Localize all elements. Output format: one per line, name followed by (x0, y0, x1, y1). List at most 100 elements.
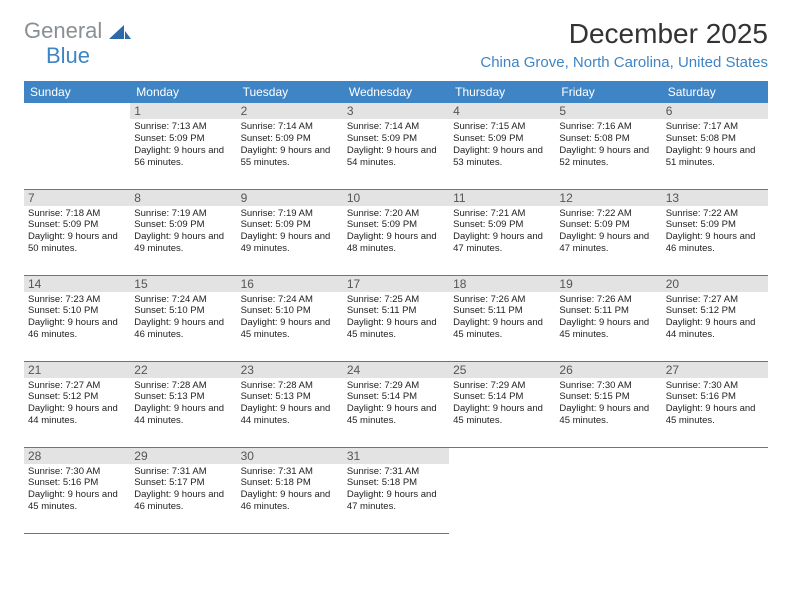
day-number: 16 (237, 276, 343, 292)
day-number: 18 (449, 276, 555, 292)
day-details: Sunrise: 7:14 AMSunset: 5:09 PMDaylight:… (241, 121, 339, 169)
calendar-table: SundayMondayTuesdayWednesdayThursdayFrid… (24, 81, 768, 534)
day-details: Sunrise: 7:30 AMSunset: 5:16 PMDaylight:… (666, 380, 764, 428)
day-details: Sunrise: 7:17 AMSunset: 5:08 PMDaylight:… (666, 121, 764, 169)
day-number: 1 (130, 103, 236, 119)
calendar-cell: 19 Sunrise: 7:26 AMSunset: 5:11 PMDayligh… (555, 275, 661, 361)
day-number: 7 (24, 190, 130, 206)
location-text: China Grove, North Carolina, United Stat… (480, 54, 768, 71)
calendar-cell: 21Sunrise: 7:27 AMSunset: 5:12 PMDayligh… (24, 361, 130, 447)
day-header: Saturday (662, 81, 768, 103)
day-details: Sunrise: 7:20 AMSunset: 5:09 PMDaylight:… (347, 208, 445, 256)
day-number: 31 (343, 448, 449, 464)
calendar-cell: 30 Sunrise: 7:31 AMSunset: 5:18 PMDayligh… (237, 447, 343, 533)
calendar-page: General Blue December 2025 China Grove, … (0, 0, 792, 552)
calendar-cell: 28 Sunrise: 7:30 AMSunset: 5:16 PMDayligh… (24, 447, 130, 533)
day-number: 20 (662, 276, 768, 292)
day-number: 19 (555, 276, 661, 292)
day-number: 14 (24, 276, 130, 292)
day-details: Sunrise: 7:29 AMSunset: 5:14 PMDaylight:… (453, 380, 551, 428)
day-details: Sunrise: 7:19 AMSunset: 5:09 PMDaylight:… (134, 208, 232, 256)
calendar-week: 21Sunrise: 7:27 AMSunset: 5:12 PMDayligh… (24, 361, 768, 447)
day-number: 3 (343, 103, 449, 119)
day-number: 30 (237, 448, 343, 464)
logo-word1: General (24, 18, 102, 43)
day-details: Sunrise: 7:30 AMSunset: 5:15 PMDaylight:… (559, 380, 657, 428)
calendar-cell: 2 Sunrise: 7:14 AMSunset: 5:09 PMDaylight… (237, 103, 343, 189)
day-details: Sunrise: 7:28 AMSunset: 5:13 PMDaylight:… (241, 380, 339, 428)
month-title: December 2025 (480, 18, 768, 50)
calendar-cell: 14 Sunrise: 7:23 AMSunset: 5:10 PMDayligh… (24, 275, 130, 361)
calendar-body: 1 Sunrise: 7:13 AMSunset: 5:09 PMDaylight… (24, 103, 768, 533)
day-details: Sunrise: 7:24 AMSunset: 5:10 PMDaylight:… (134, 294, 232, 342)
day-details: Sunrise: 7:24 AMSunset: 5:10 PMDaylight:… (241, 294, 339, 342)
day-header: Sunday (24, 81, 130, 103)
day-details: Sunrise: 7:26 AMSunset: 5:11 PMDaylight:… (453, 294, 551, 342)
calendar-cell: 8 Sunrise: 7:19 AMSunset: 5:09 PMDaylight… (130, 189, 236, 275)
day-details: Sunrise: 7:28 AMSunset: 5:13 PMDaylight:… (134, 380, 232, 428)
day-details: Sunrise: 7:14 AMSunset: 5:09 PMDaylight:… (347, 121, 445, 169)
day-details: Sunrise: 7:30 AMSunset: 5:16 PMDaylight:… (28, 466, 126, 514)
day-number: 10 (343, 190, 449, 206)
calendar-head: SundayMondayTuesdayWednesdayThursdayFrid… (24, 81, 768, 103)
day-details: Sunrise: 7:26 AMSunset: 5:11 PMDaylight:… (559, 294, 657, 342)
calendar-cell (555, 447, 661, 533)
calendar-cell: 17 Sunrise: 7:25 AMSunset: 5:11 PMDayligh… (343, 275, 449, 361)
calendar-cell: 3 Sunrise: 7:14 AMSunset: 5:09 PMDaylight… (343, 103, 449, 189)
calendar-cell (662, 447, 768, 533)
calendar-cell (449, 447, 555, 533)
day-details: Sunrise: 7:25 AMSunset: 5:11 PMDaylight:… (347, 294, 445, 342)
logo-word2: Blue (46, 43, 131, 69)
day-details: Sunrise: 7:27 AMSunset: 5:12 PMDaylight:… (666, 294, 764, 342)
day-header: Thursday (449, 81, 555, 103)
day-number: 25 (449, 362, 555, 378)
calendar-cell: 24Sunrise: 7:29 AMSunset: 5:14 PMDayligh… (343, 361, 449, 447)
day-number: 26 (555, 362, 661, 378)
day-details: Sunrise: 7:31 AMSunset: 5:18 PMDaylight:… (347, 466, 445, 514)
calendar-cell: 31 Sunrise: 7:31 AMSunset: 5:18 PMDayligh… (343, 447, 449, 533)
day-number: 4 (449, 103, 555, 119)
day-details: Sunrise: 7:31 AMSunset: 5:17 PMDaylight:… (134, 466, 232, 514)
calendar-cell: 25 Sunrise: 7:29 AMSunset: 5:14 PMDayligh… (449, 361, 555, 447)
day-number: 6 (662, 103, 768, 119)
calendar-week: 28 Sunrise: 7:30 AMSunset: 5:16 PMDayligh… (24, 447, 768, 533)
day-number: 2 (237, 103, 343, 119)
logo-sail-icon (109, 22, 131, 45)
calendar-cell: 29 Sunrise: 7:31 AMSunset: 5:17 PMDayligh… (130, 447, 236, 533)
day-header: Wednesday (343, 81, 449, 103)
calendar-cell: 4 Sunrise: 7:15 AMSunset: 5:09 PMDaylight… (449, 103, 555, 189)
calendar-cell: 23Sunrise: 7:28 AMSunset: 5:13 PMDayligh… (237, 361, 343, 447)
calendar-cell: 12Sunrise: 7:22 AMSunset: 5:09 PMDayligh… (555, 189, 661, 275)
day-number: 12 (555, 190, 661, 206)
day-number: 27 (662, 362, 768, 378)
day-details: Sunrise: 7:23 AMSunset: 5:10 PMDaylight:… (28, 294, 126, 342)
calendar-cell: 7 Sunrise: 7:18 AMSunset: 5:09 PMDaylight… (24, 189, 130, 275)
calendar-cell: 18 Sunrise: 7:26 AMSunset: 5:11 PMDayligh… (449, 275, 555, 361)
day-details: Sunrise: 7:15 AMSunset: 5:09 PMDaylight:… (453, 121, 551, 169)
day-details: Sunrise: 7:31 AMSunset: 5:18 PMDaylight:… (241, 466, 339, 514)
calendar-cell (24, 103, 130, 189)
day-number: 8 (130, 190, 236, 206)
day-details: Sunrise: 7:16 AMSunset: 5:08 PMDaylight:… (559, 121, 657, 169)
day-number: 11 (449, 190, 555, 206)
title-block: December 2025 China Grove, North Carolin… (480, 18, 768, 71)
calendar-cell: 26 Sunrise: 7:30 AMSunset: 5:15 PMDayligh… (555, 361, 661, 447)
calendar-cell: 13Sunrise: 7:22 AMSunset: 5:09 PMDayligh… (662, 189, 768, 275)
calendar-cell: 27 Sunrise: 7:30 AMSunset: 5:16 PMDayligh… (662, 361, 768, 447)
day-number: 17 (343, 276, 449, 292)
day-details: Sunrise: 7:13 AMSunset: 5:09 PMDaylight:… (134, 121, 232, 169)
calendar-cell: 6 Sunrise: 7:17 AMSunset: 5:08 PMDaylight… (662, 103, 768, 189)
day-number: 28 (24, 448, 130, 464)
day-details: Sunrise: 7:22 AMSunset: 5:09 PMDaylight:… (666, 208, 764, 256)
calendar-cell: 16 Sunrise: 7:24 AMSunset: 5:10 PMDayligh… (237, 275, 343, 361)
logo: General Blue (24, 18, 131, 69)
day-number: 29 (130, 448, 236, 464)
day-header: Tuesday (237, 81, 343, 103)
calendar-week: 1 Sunrise: 7:13 AMSunset: 5:09 PMDaylight… (24, 103, 768, 189)
day-details: Sunrise: 7:18 AMSunset: 5:09 PMDaylight:… (28, 208, 126, 256)
calendar-cell: 10 Sunrise: 7:20 AMSunset: 5:09 PMDayligh… (343, 189, 449, 275)
day-number: 9 (237, 190, 343, 206)
day-number: 5 (555, 103, 661, 119)
calendar-cell: 20 Sunrise: 7:27 AMSunset: 5:12 PMDayligh… (662, 275, 768, 361)
calendar-cell: 5 Sunrise: 7:16 AMSunset: 5:08 PMDaylight… (555, 103, 661, 189)
